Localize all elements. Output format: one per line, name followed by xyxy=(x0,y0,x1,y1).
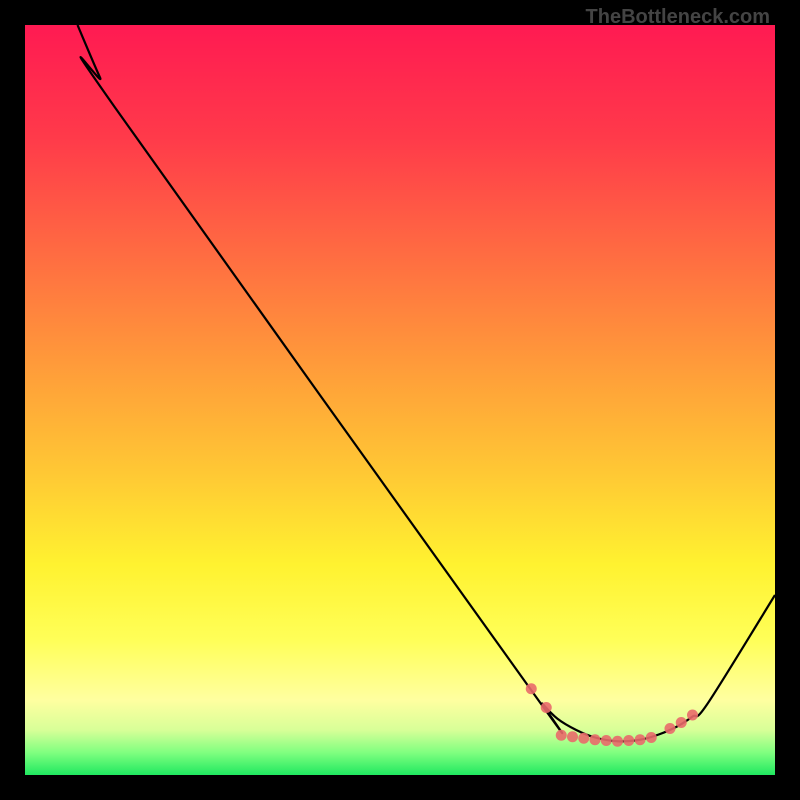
data-dot xyxy=(590,734,601,745)
data-dot xyxy=(601,735,612,746)
data-dot xyxy=(635,734,646,745)
data-dot xyxy=(541,702,552,713)
data-dot xyxy=(567,731,578,742)
bottleneck-curve xyxy=(78,25,776,741)
data-dot xyxy=(665,723,676,734)
data-dot xyxy=(556,730,567,741)
data-dot xyxy=(526,683,537,694)
chart-area xyxy=(25,25,775,775)
data-dot xyxy=(646,732,657,743)
data-dot xyxy=(612,736,623,747)
curve-layer xyxy=(25,25,775,775)
chart-container: TheBottleneck.com xyxy=(0,0,800,800)
data-dot xyxy=(578,733,589,744)
data-dot xyxy=(676,717,687,728)
data-dot xyxy=(687,710,698,721)
watermark-text: TheBottleneck.com xyxy=(586,6,770,29)
data-dot xyxy=(623,735,634,746)
